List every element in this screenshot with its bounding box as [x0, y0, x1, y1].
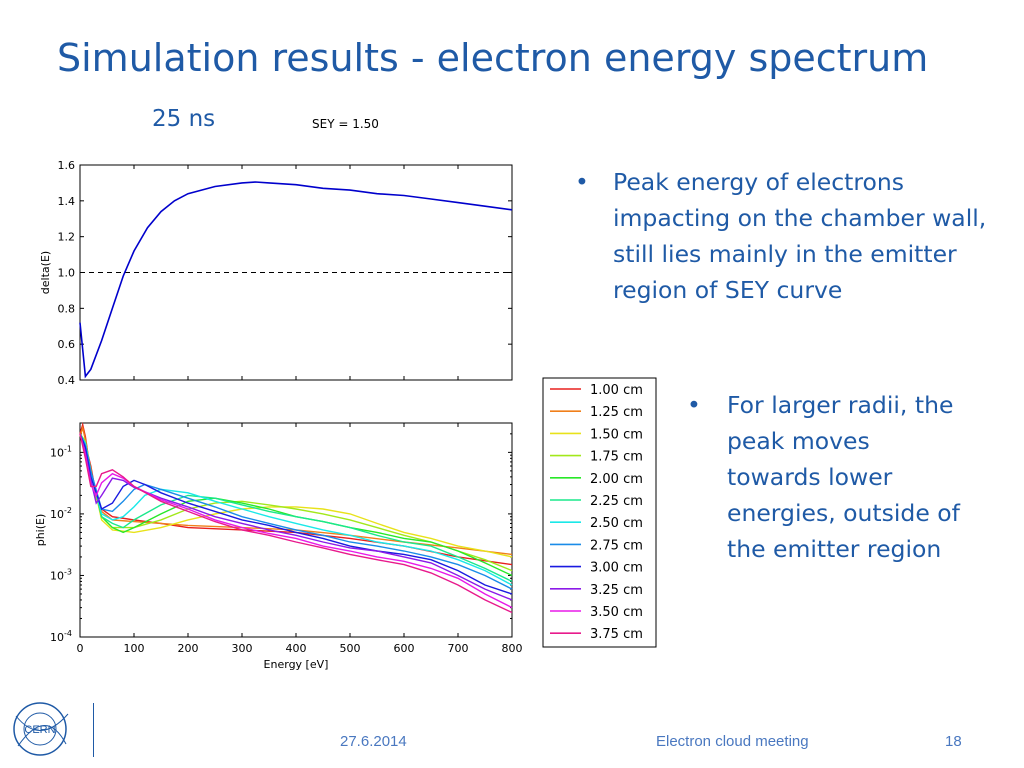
sey-series-line — [79, 181, 513, 379]
y-tick-label: 1.2 — [58, 231, 76, 244]
legend-label: 2.75 cm — [590, 538, 643, 553]
y-axis-label: delta(E) — [39, 251, 52, 294]
legend-label: 3.25 cm — [590, 583, 643, 598]
spectrum-series-line — [79, 433, 513, 601]
y-tick-label: 1.4 — [58, 195, 76, 208]
y-tick-label: 1.6 — [58, 159, 76, 172]
x-tick-label: 400 — [286, 642, 307, 655]
spectrum-series-line — [79, 433, 513, 609]
bullet-dot: • — [687, 391, 701, 419]
y-tick-label: 0.4 — [58, 374, 76, 387]
y-tick-label: 0.6 — [58, 338, 76, 351]
bullet-2: • For larger radii, the peak moves towar… — [687, 387, 967, 567]
legend-label: 3.50 cm — [590, 605, 643, 620]
x-tick-label: 0 — [77, 642, 84, 655]
x-tick-label: 600 — [394, 642, 415, 655]
x-tick-label: 700 — [448, 642, 469, 655]
x-axis-label: Energy [eV] — [264, 658, 329, 671]
bullet-dot: • — [575, 168, 589, 196]
spectrum-series-line — [79, 433, 513, 577]
legend-label: 1.75 cm — [590, 450, 643, 465]
footer-date: 27.6.2014 — [340, 733, 407, 750]
footer-divider — [93, 703, 94, 757]
slide-subtitle: 25 ns — [152, 106, 216, 132]
spectrum-series-line — [79, 433, 513, 595]
spectrum-series-line — [79, 433, 513, 583]
y-tick-label: 10-3 — [50, 567, 72, 582]
x-tick-label: 100 — [124, 642, 145, 655]
logo-text: CERN — [24, 724, 55, 736]
bullet-1-text: Peak energy of electrons impacting on th… — [613, 168, 987, 304]
legend-label: 1.00 cm — [590, 383, 643, 398]
legend-label: 1.50 cm — [590, 427, 643, 442]
x-tick-label: 300 — [232, 642, 253, 655]
legend-box — [542, 377, 657, 648]
legend-label: 3.75 cm — [590, 627, 643, 642]
y-tick-label: 10-4 — [50, 629, 72, 644]
legend-label: 2.00 cm — [590, 472, 643, 487]
y-tick-label: 0.8 — [58, 302, 76, 315]
y-tick-label: 10-2 — [50, 506, 72, 521]
spectrum-chart: 0 100 200 300 400 500 600 700 800 10-1 10-2 10-3 10-… — [34, 422, 523, 671]
sey-curve-chart: 0.4 0.6 0.8 1.0 1.2 1.4 1.6 delta(E) — [39, 159, 513, 387]
bullet-2-text: For larger radii, the peak moves towards… — [727, 391, 960, 563]
x-tick-label: 500 — [340, 642, 361, 655]
y-tick-label: 10-1 — [50, 444, 72, 459]
footer-event: Electron cloud meeting — [656, 733, 809, 750]
legend-label: 2.25 cm — [590, 494, 643, 509]
legend-label: 3.00 cm — [590, 561, 643, 576]
x-tick-label: 800 — [502, 642, 523, 655]
x-tick-label: 200 — [178, 642, 199, 655]
y-axis-label: phi(E) — [34, 514, 47, 547]
cern-logo: CERN — [13, 702, 69, 756]
sey-label: SEY = 1.50 — [312, 117, 379, 131]
page-number: 18 — [945, 733, 962, 750]
spectrum-series-line — [79, 433, 513, 590]
bullet-1: • Peak energy of electrons impacting on … — [575, 164, 993, 308]
slide-title: Simulation results - electron energy spe… — [57, 36, 929, 80]
chart-legend: 1.00 cm 1.25 cm 1.50 cm 1.75 cm 2.00 cm 2.25 … — [542, 377, 657, 648]
spectrum-series-line — [79, 433, 513, 586]
spectrum-series-line — [79, 433, 513, 614]
legend-label: 2.50 cm — [590, 516, 643, 531]
y-tick-label: 1.0 — [58, 267, 76, 280]
legend-label: 1.25 cm — [590, 405, 643, 420]
